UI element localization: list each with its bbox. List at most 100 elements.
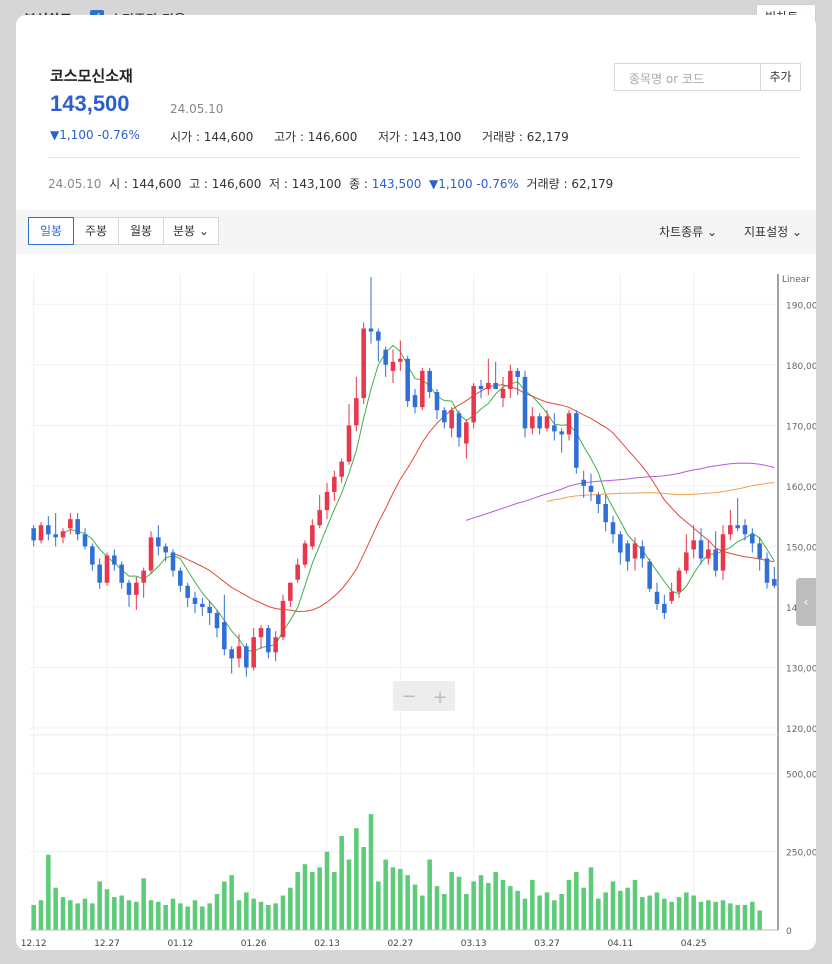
- volume-bar: [427, 859, 432, 930]
- candle-body: [596, 494, 601, 505]
- volume-bar: [471, 881, 476, 930]
- period-tabs: 일봉 주봉 월봉 분봉 ⌄: [28, 217, 219, 245]
- candle-body: [412, 395, 418, 408]
- candle-body: [148, 537, 154, 571]
- candle-body: [772, 579, 777, 586]
- volume-bar: [735, 904, 740, 930]
- stock-search-input[interactable]: 종목명 or 코드: [614, 63, 761, 91]
- candle-body: [618, 534, 623, 553]
- volume-bar: [691, 895, 696, 930]
- volume-bar: [434, 886, 440, 930]
- volume-bar: [141, 878, 146, 930]
- candle-body: [757, 543, 762, 559]
- x-tick-label: 04.11: [607, 939, 633, 949]
- volume-bar: [170, 898, 176, 930]
- volume-bar: [530, 879, 535, 930]
- volume-bar: [398, 868, 403, 930]
- candle-body: [214, 612, 220, 629]
- zoom-controls[interactable]: − +: [393, 681, 455, 711]
- summary-high: 고 : 146,600: [189, 177, 262, 191]
- candle-body: [464, 422, 469, 444]
- volume-bar: [82, 898, 88, 930]
- volume-bar: [134, 901, 139, 930]
- candle-body: [478, 385, 484, 390]
- chevron-down-icon: ⌄: [703, 225, 718, 239]
- zoom-in-button[interactable]: +: [432, 687, 447, 708]
- ma60-line: [466, 462, 775, 521]
- candle-body: [200, 603, 205, 607]
- volume-bar: [610, 881, 616, 930]
- tab-weekly[interactable]: 주봉: [73, 217, 119, 245]
- volume-bar: [258, 901, 264, 930]
- volume-bar: [515, 890, 520, 930]
- x-tick-label: 03.27: [534, 939, 560, 949]
- volume-tick-label: 0: [786, 927, 792, 937]
- zoom-out-button[interactable]: −: [401, 686, 416, 707]
- volume-tick-label: 500,000: [786, 770, 816, 780]
- volume-stat: 거래량 : 62,179: [482, 130, 569, 144]
- volume-bar: [464, 893, 469, 930]
- candle-body: [735, 525, 740, 529]
- candle-body: [581, 479, 586, 486]
- candle-body: [295, 564, 300, 580]
- volume-bar: [236, 900, 242, 930]
- volume-series: [31, 814, 762, 930]
- x-tick-label: 01.26: [241, 939, 267, 949]
- volume-bar: [207, 903, 212, 930]
- volume-bar: [500, 879, 506, 930]
- ma120-line: [546, 482, 775, 502]
- volume-tick-label: 250,000: [786, 849, 816, 859]
- summary-low: 저 : 143,100: [269, 177, 342, 191]
- x-tick-label: 02.13: [314, 939, 340, 949]
- current-price: 143,500: [50, 91, 130, 116]
- volume-bar: [368, 814, 374, 930]
- candle-body: [720, 534, 726, 571]
- candle-body: [288, 582, 293, 601]
- summary-close: 143,500: [371, 177, 422, 191]
- volume-bar: [119, 895, 124, 930]
- summary-change: ▼1,100 -0.76%: [429, 177, 519, 191]
- zoom-control-bg: [393, 681, 455, 711]
- tab-minute[interactable]: 분봉 ⌄: [163, 217, 219, 245]
- volume-bar: [603, 892, 608, 930]
- volume-bar: [31, 904, 36, 930]
- chart-type-menu[interactable]: 차트종류 ⌄: [659, 223, 717, 240]
- volume-bar: [669, 901, 674, 930]
- stock-name: 코스모신소재: [50, 67, 133, 85]
- candle-body: [324, 491, 330, 511]
- candle-body: [170, 552, 176, 571]
- candle-body: [207, 606, 212, 613]
- volume-bar: [713, 901, 718, 930]
- volume-bar: [38, 900, 44, 930]
- low-price: 저가 : 143,100: [378, 130, 462, 144]
- volume-bar: [46, 854, 51, 930]
- tab-monthly[interactable]: 월봉: [118, 217, 164, 245]
- volume-bar: [390, 867, 396, 930]
- volume-bar: [178, 903, 183, 930]
- volume-bar: [332, 872, 337, 930]
- indicator-settings-menu[interactable]: 지표설정 ⌄: [744, 223, 802, 240]
- volume-bar: [662, 898, 667, 930]
- tab-daily[interactable]: 일봉: [28, 217, 74, 245]
- volume-bar: [654, 892, 660, 930]
- candle-body: [684, 552, 689, 571]
- divider: [48, 157, 800, 158]
- candle-body: [603, 504, 608, 523]
- price-date: 24.05.10: [170, 102, 224, 116]
- volume-bar: [60, 897, 66, 930]
- high-price: 고가 : 146,600: [274, 130, 358, 144]
- price-change: ▼1,100 -0.76%: [50, 128, 140, 142]
- volume-bar: [148, 900, 154, 930]
- candle-body: [552, 425, 557, 432]
- candle-body: [60, 531, 66, 538]
- price-tick-label: 170,000: [786, 422, 816, 432]
- side-panel-handle[interactable]: ‹: [796, 578, 816, 626]
- add-stock-button[interactable]: 추가: [761, 63, 801, 91]
- candle-body: [640, 546, 645, 559]
- candle-body: [251, 637, 256, 668]
- volume-bar: [273, 903, 278, 930]
- volume-bar: [302, 864, 308, 930]
- volume-bar: [698, 901, 704, 930]
- stock-chart[interactable]: 190,000180,000170,000160,000150,000140,0…: [16, 262, 816, 950]
- volume-bar: [229, 875, 234, 930]
